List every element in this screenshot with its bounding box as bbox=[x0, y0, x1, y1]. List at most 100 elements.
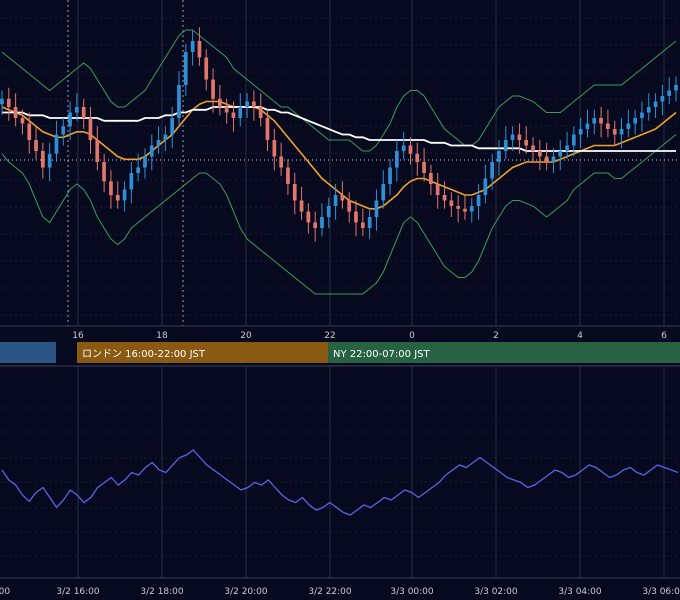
candle-body bbox=[61, 126, 66, 135]
candle bbox=[258, 93, 263, 127]
candle-body bbox=[224, 107, 229, 113]
candle-body bbox=[204, 57, 209, 80]
price-x-tick-label: 16 bbox=[72, 331, 84, 341]
candle-body bbox=[456, 206, 460, 209]
candle bbox=[109, 170, 113, 209]
candle bbox=[326, 197, 331, 228]
candle bbox=[306, 203, 311, 234]
oscillator-line-group bbox=[1, 449, 679, 516]
candle-body bbox=[279, 156, 283, 168]
candle bbox=[572, 126, 576, 157]
candle-body bbox=[619, 129, 624, 135]
candle-body bbox=[476, 195, 481, 206]
candle bbox=[367, 208, 372, 239]
session-segment[interactable]: NY 22:00-07:00 JST bbox=[328, 342, 680, 363]
candle-body bbox=[544, 156, 549, 162]
candle bbox=[197, 27, 202, 66]
candle-body bbox=[660, 96, 665, 102]
candle-body bbox=[211, 79, 215, 99]
session-bar: ロンドン 16:00-22:00 JST NY 22:00-07:00 JST bbox=[0, 342, 680, 363]
candle bbox=[81, 98, 86, 129]
session-segment[interactable] bbox=[0, 342, 56, 363]
session-segment-bg bbox=[0, 342, 56, 363]
oscillator-x-tick-label: 3/3 02:00 bbox=[474, 587, 518, 597]
candle-body bbox=[374, 200, 379, 217]
candle bbox=[299, 186, 304, 220]
candle bbox=[177, 71, 181, 127]
candle-body bbox=[156, 140, 161, 146]
candle-body bbox=[252, 101, 256, 107]
candle bbox=[292, 173, 297, 215]
candle-body bbox=[381, 184, 386, 201]
candle bbox=[558, 140, 563, 171]
candle-body bbox=[6, 98, 11, 108]
candle-body bbox=[538, 151, 542, 157]
candle bbox=[592, 109, 597, 135]
candle bbox=[442, 181, 447, 209]
candle bbox=[34, 126, 38, 160]
ma-long-line bbox=[2, 106, 676, 152]
candle-body bbox=[41, 151, 45, 168]
oscillator-x-tick-label: 3/3 06:00 bbox=[642, 587, 680, 597]
candle bbox=[626, 109, 631, 138]
candle bbox=[551, 148, 556, 173]
candle-body bbox=[347, 200, 351, 212]
candle-body bbox=[599, 118, 603, 124]
candle-body bbox=[640, 112, 644, 118]
candle bbox=[585, 109, 590, 138]
candle-body bbox=[517, 134, 522, 140]
oscillator-grid bbox=[0, 366, 680, 578]
candle bbox=[653, 93, 658, 118]
oscillator-x-ticks: 4:00 3/2 16:00 3/2 18:00 3/2 20:00 3/2 22:00… bbox=[0, 587, 680, 597]
candle-body bbox=[415, 153, 420, 163]
oscillator-x-tick-label: 3/2 22:00 bbox=[308, 587, 352, 597]
price-x-tick-label: 6 bbox=[661, 331, 667, 341]
candle bbox=[41, 142, 45, 179]
candle-body bbox=[292, 184, 297, 201]
candle bbox=[395, 140, 399, 182]
ma-short-line bbox=[1, 100, 677, 210]
candle-body bbox=[510, 134, 515, 140]
candle bbox=[61, 118, 66, 146]
candle bbox=[13, 93, 18, 127]
candle bbox=[6, 87, 11, 121]
price-x-tick-label: 2 bbox=[493, 331, 499, 341]
bollinger-bands bbox=[1, 29, 677, 295]
candle-body bbox=[361, 222, 365, 228]
candle-body bbox=[265, 118, 270, 140]
session-label: ロンドン 16:00-22:00 JST bbox=[82, 349, 206, 360]
candle-body bbox=[245, 101, 249, 107]
candle-body bbox=[177, 85, 181, 118]
session-segment[interactable]: ロンドン 16:00-22:00 JST bbox=[77, 342, 328, 363]
candle-body bbox=[653, 101, 658, 107]
candle bbox=[95, 126, 100, 171]
candle-body bbox=[503, 140, 508, 151]
price-pane[interactable] bbox=[0, 0, 680, 326]
price-x-tick-label: 22 bbox=[324, 331, 335, 341]
candle-body bbox=[258, 107, 263, 118]
candle bbox=[149, 134, 154, 171]
candle bbox=[612, 120, 617, 146]
bollinger-upper-line bbox=[1, 29, 677, 152]
candle-body bbox=[238, 107, 243, 118]
candle bbox=[333, 184, 338, 220]
candle-body bbox=[197, 41, 202, 58]
candle bbox=[183, 43, 188, 96]
candle-body bbox=[306, 211, 311, 223]
candle-body bbox=[429, 173, 433, 184]
candle-body bbox=[20, 118, 25, 124]
candle bbox=[218, 85, 222, 116]
candle bbox=[606, 109, 610, 138]
oscillator-pane[interactable] bbox=[0, 366, 680, 578]
candle-body bbox=[333, 195, 338, 206]
candle bbox=[340, 181, 345, 209]
candle-body bbox=[354, 211, 358, 223]
candle bbox=[483, 164, 488, 204]
candle-body bbox=[674, 85, 678, 91]
candle-body bbox=[388, 167, 392, 184]
candle bbox=[347, 192, 351, 223]
candle-body bbox=[524, 140, 528, 146]
candle bbox=[115, 181, 120, 209]
candle-body bbox=[143, 156, 147, 168]
candle-body bbox=[34, 140, 38, 151]
